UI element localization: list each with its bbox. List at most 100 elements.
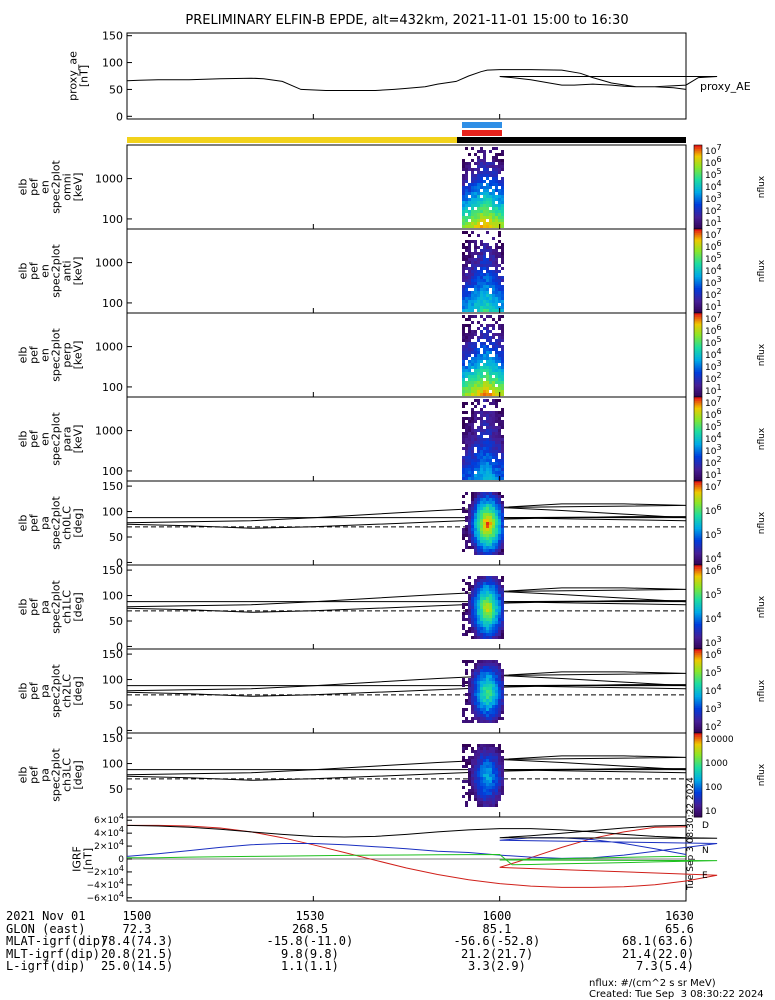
spectrogram-cell [477, 666, 480, 669]
spectrogram-cell [471, 192, 474, 195]
spectrogram-cell [498, 153, 501, 156]
spectrogram-cell [462, 720, 465, 723]
sunlight-bar [127, 137, 457, 143]
spectrogram-cell [495, 663, 498, 666]
row-value: 3.3(2.9) [468, 959, 526, 973]
spectrogram-cell [474, 282, 477, 285]
spectrogram-cell [498, 612, 501, 615]
colorbar-swatch [694, 733, 702, 736]
spectrogram-cell [471, 402, 474, 405]
spectrogram-cell [480, 594, 483, 597]
spectrogram-cell [501, 531, 504, 534]
spectrogram-cell [495, 426, 498, 429]
spectrogram-cell [465, 468, 468, 471]
spectrogram-cell [486, 618, 489, 621]
colorbar-tick-label: 101 [705, 215, 722, 229]
spectrogram-cell [492, 609, 495, 612]
spectrogram-cell [492, 363, 495, 366]
spectrogram-cell [462, 456, 465, 459]
spectrogram-cell [501, 363, 504, 366]
spectrogram-cell [462, 333, 465, 336]
spectrogram-cell [480, 378, 483, 381]
y-tick-label: 50 [109, 699, 123, 712]
spectrogram-cell [495, 453, 498, 456]
spectrogram-cell [474, 414, 477, 417]
spectrogram-cell [477, 453, 480, 456]
colorbar-swatch [694, 420, 702, 423]
spectrogram-cell [489, 693, 492, 696]
colorbar-swatch [694, 151, 702, 154]
spectrogram-cell [501, 759, 504, 762]
spectrogram-cell [492, 711, 495, 714]
spectrogram-cell [468, 783, 471, 786]
spectrogram-cell [474, 513, 477, 516]
spectrogram-cell [501, 198, 504, 201]
colorbar-tick-label: 105 [705, 419, 722, 433]
spectrogram-cell [471, 792, 474, 795]
spectrogram-cell [489, 492, 492, 495]
spectrogram-cell [477, 693, 480, 696]
spectrogram-cell [498, 627, 501, 630]
spectrogram-cell [498, 777, 501, 780]
spectrogram-cell [465, 681, 468, 684]
spectrogram-cell [471, 171, 474, 174]
spectrogram-cell [501, 351, 504, 354]
colorbar-swatch [694, 453, 702, 457]
spectrogram-cell [495, 765, 498, 768]
spectrogram-cell [480, 465, 483, 468]
spectrogram-cell [471, 459, 474, 462]
colorbar-swatch [694, 451, 702, 455]
spectrogram-cell [492, 633, 495, 636]
spectrogram-cell [495, 471, 498, 474]
spectrogram-cell [495, 351, 498, 354]
spectrogram-cell [501, 210, 504, 213]
spectrogram-cell [483, 204, 486, 207]
spectrogram-cell [489, 474, 492, 477]
spectrogram-cell [465, 300, 468, 303]
anti-loss-cone-line [126, 768, 687, 781]
spectrogram-cell [486, 456, 489, 459]
spectrogram-cell [465, 438, 468, 441]
spectrogram-cell [474, 582, 477, 585]
spectrogram-cell [492, 249, 495, 252]
spectrogram-cell [480, 591, 483, 594]
spectrogram-cell [495, 684, 498, 687]
spectrogram-cell [477, 258, 480, 261]
spectrogram-cell [471, 366, 474, 369]
spectrogram-cell [495, 216, 498, 219]
spectrogram-cell [501, 618, 504, 621]
spectrogram-cell [498, 159, 501, 162]
spectrogram-cell [483, 627, 486, 630]
spectrogram-cell [471, 507, 474, 510]
spectrogram-cell [465, 441, 468, 444]
spectrogram-cell [498, 684, 501, 687]
spectrogram-cell [474, 522, 477, 525]
spectrogram-cell [501, 177, 504, 180]
spectrogram-cell [474, 204, 477, 207]
spectrogram-cell [498, 357, 501, 360]
spectrogram-cell [474, 534, 477, 537]
spectrogram-cell [498, 294, 501, 297]
spectrogram-cell [501, 465, 504, 468]
spectrogram-cell [489, 195, 492, 198]
spectrogram-cell [495, 576, 498, 579]
spectrogram-cell [474, 537, 477, 540]
spectrogram-cell [474, 366, 477, 369]
spectrogram-cell [468, 186, 471, 189]
colorbar-swatch [694, 216, 702, 219]
spectrogram-cell [483, 675, 486, 678]
spectrogram-cell [462, 159, 465, 162]
colorbar-swatch [694, 802, 702, 805]
spectrogram-cell [462, 474, 465, 477]
colorbar-swatch [694, 493, 702, 497]
spectrogram-cell [480, 792, 483, 795]
spectrogram-cell [492, 195, 495, 198]
spectrogram-cell [480, 384, 483, 387]
spectrogram-cell [492, 777, 495, 780]
created-note: Created: Tue Sep 3 08:30:22 2024 [589, 989, 764, 1000]
spectrogram-cell [495, 288, 498, 291]
spectrogram-cell [477, 762, 480, 765]
spectrogram-cell [483, 681, 486, 684]
colorbar-tick-label: 102 [705, 455, 722, 469]
spectrogram-cell [477, 285, 480, 288]
